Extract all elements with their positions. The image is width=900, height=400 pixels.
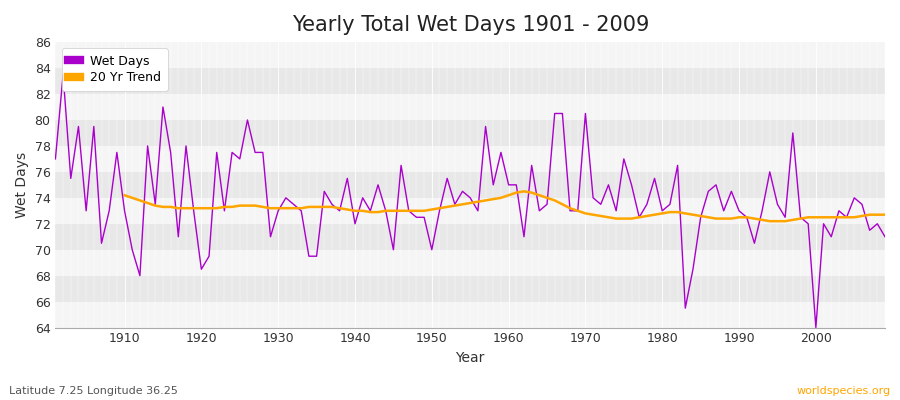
- 20 Yr Trend: [266, 206, 276, 211]
- X-axis label: Year: Year: [455, 351, 485, 365]
- Wet Days: [58, 72, 68, 77]
- Wet Days: [811, 325, 822, 330]
- 20 Yr Trend: [119, 193, 130, 198]
- 20 Yr Trend: [580, 211, 590, 216]
- 20 Yr Trend: [518, 189, 529, 194]
- Wet Days: [119, 208, 130, 213]
- Bar: [56, 302, 885, 328]
- 20 Yr Trend: [296, 206, 307, 211]
- Bar: [56, 250, 885, 276]
- Title: Yearly Total Wet Days 1901 - 2009: Yearly Total Wet Days 1901 - 2009: [292, 15, 649, 35]
- Bar: [56, 198, 885, 224]
- Text: worldspecies.org: worldspecies.org: [796, 386, 891, 396]
- Wet Days: [334, 208, 345, 213]
- Line: 20 Yr Trend: 20 Yr Trend: [124, 191, 885, 221]
- 20 Yr Trend: [833, 215, 844, 220]
- Wet Days: [511, 182, 522, 187]
- Wet Days: [50, 156, 61, 161]
- Legend: Wet Days, 20 Yr Trend: Wet Days, 20 Yr Trend: [62, 48, 167, 91]
- Wet Days: [603, 182, 614, 187]
- 20 Yr Trend: [511, 190, 522, 195]
- Bar: [56, 94, 885, 120]
- Bar: [56, 146, 885, 172]
- 20 Yr Trend: [857, 214, 868, 218]
- Wet Days: [503, 182, 514, 187]
- Wet Days: [879, 234, 890, 239]
- 20 Yr Trend: [764, 219, 775, 224]
- Text: Latitude 7.25 Longitude 36.25: Latitude 7.25 Longitude 36.25: [9, 386, 178, 396]
- Wet Days: [288, 202, 299, 207]
- Y-axis label: Wet Days: Wet Days: [15, 152, 29, 218]
- Line: Wet Days: Wet Days: [56, 74, 885, 328]
- 20 Yr Trend: [879, 212, 890, 217]
- Bar: [56, 42, 885, 68]
